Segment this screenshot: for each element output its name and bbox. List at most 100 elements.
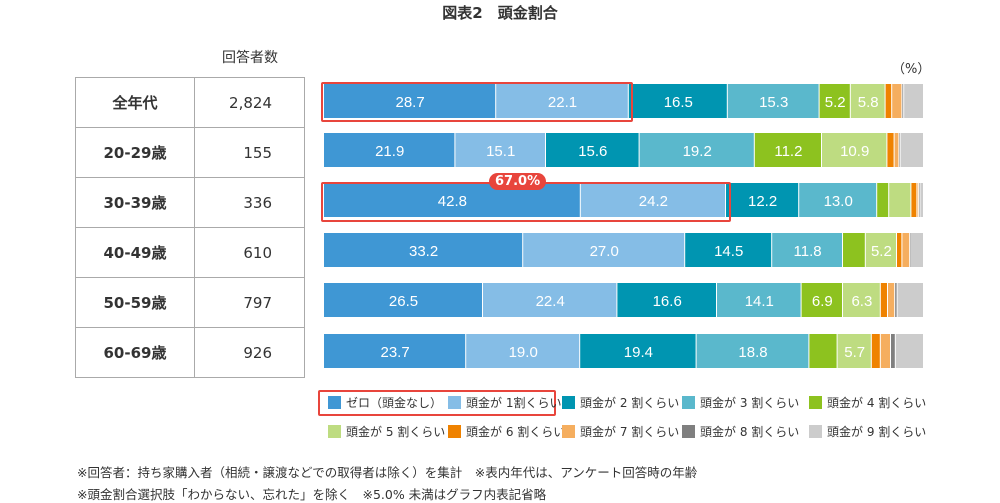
legend-label: 頭金が 4 割くらい <box>827 396 927 410</box>
bar-segment <box>887 133 894 167</box>
bar-segment <box>754 133 821 167</box>
bar-segment <box>455 133 545 167</box>
bar-segment <box>324 283 482 317</box>
bar-segment <box>324 84 496 118</box>
legend-swatch <box>328 425 341 438</box>
highlight-box-all-ages <box>321 82 633 122</box>
bar-segment <box>880 283 887 317</box>
bar-segment <box>843 283 880 317</box>
table-row: 20-29歳 155 <box>75 127 305 178</box>
bar-segment <box>772 233 842 267</box>
bar-segment <box>902 84 904 118</box>
bar-segment <box>483 283 617 317</box>
bar-segment <box>496 84 628 118</box>
respondent-count: 155 <box>194 127 305 178</box>
bar-segment <box>895 283 897 317</box>
data-label: 33.2 <box>409 243 438 260</box>
bar-segment <box>809 334 837 368</box>
legend-item: 頭金が 4 割くらい <box>809 394 926 411</box>
data-label: 15.1 <box>486 143 515 160</box>
data-label: 16.5 <box>664 94 693 111</box>
table-row: 40-49歳 610 <box>75 227 305 278</box>
legend-item: 頭金が 3 割くらい <box>682 394 799 411</box>
legend-swatch <box>809 396 822 409</box>
bar-segment <box>799 183 877 217</box>
legend-label: 頭金が 6 割くらい <box>466 425 566 439</box>
age-group-label: 全年代 <box>75 77 195 128</box>
legend-swatch <box>328 396 341 409</box>
legend-swatch <box>809 425 822 438</box>
data-label: 26.5 <box>389 293 418 310</box>
bar-segment <box>685 233 772 267</box>
table-row: 60-69歳 926 <box>75 327 305 378</box>
data-label: 6.9 <box>812 293 833 310</box>
legend-label: 頭金が 9 割くらい <box>827 425 927 439</box>
legend-item: 頭金が 1割くらい <box>448 394 561 411</box>
bar-segment <box>837 334 871 368</box>
legend-label: 頭金が 3 割くらい <box>700 396 800 410</box>
legend-swatch <box>562 396 575 409</box>
bar-segment <box>628 84 727 118</box>
table-row: 全年代 2,824 <box>75 77 305 128</box>
data-label: 22.4 <box>536 293 565 310</box>
bar-segment <box>919 183 920 217</box>
bar-segment <box>822 133 887 167</box>
bar-segment <box>888 283 895 317</box>
data-label: 21.9 <box>375 143 404 160</box>
legend-item: ゼロ（頭金なし） <box>328 394 442 411</box>
legend-swatch <box>562 425 575 438</box>
data-label: 19.4 <box>624 344 653 361</box>
legend-item: 頭金が 8 割くらい <box>682 423 799 440</box>
data-label: 42.8 <box>438 193 467 210</box>
legend-item: 頭金が 7 割くらい <box>562 423 679 440</box>
bar-segment <box>910 233 911 267</box>
data-label: 23.7 <box>380 344 409 361</box>
bar-segment <box>580 334 696 368</box>
age-group-label: 40-49歳 <box>75 227 195 278</box>
data-label: 15.3 <box>759 94 788 111</box>
data-label: 12.2 <box>748 193 777 210</box>
legend-swatch <box>448 425 461 438</box>
table-row: 30-39歳 336 <box>75 177 305 228</box>
data-label: 28.7 <box>395 94 424 111</box>
respondents-table: 全年代 2,824 20-29歳 155 30-39歳 336 40-49歳 610 50-59… <box>75 77 305 378</box>
unit-label: （%） <box>892 62 931 77</box>
legend-item: 頭金が 9 割くらい <box>809 423 926 440</box>
data-label: 13.0 <box>824 193 853 210</box>
respondents-header: 回答者数 <box>222 50 278 66</box>
data-label: 5.2 <box>825 94 846 111</box>
bar-segment <box>910 233 923 267</box>
data-label: 15.6 <box>578 143 607 160</box>
bar-segment <box>726 183 799 217</box>
legend-label: 頭金が 7 割くらい <box>580 425 680 439</box>
data-label: 14.5 <box>714 243 743 260</box>
highlight-badge: 67.0% <box>489 173 547 190</box>
data-label: 5.2 <box>871 243 892 260</box>
data-label: 18.8 <box>738 344 767 361</box>
bar-segment <box>717 283 801 317</box>
respondent-count: 336 <box>194 177 305 228</box>
data-label: 16.6 <box>653 293 682 310</box>
bar-segment <box>897 283 923 317</box>
legend-label: ゼロ（頭金なし） <box>346 396 443 410</box>
legend-item: 頭金が 2 割くらい <box>562 394 679 411</box>
age-group-label: 30-39歳 <box>75 177 195 228</box>
bar-segment <box>899 133 900 167</box>
data-label: 11.8 <box>794 243 822 260</box>
bar-segment <box>891 334 895 368</box>
data-label: 24.2 <box>639 193 668 210</box>
bar-segment <box>865 233 896 267</box>
data-label: 6.3 <box>851 293 872 310</box>
bar-segment <box>850 84 885 118</box>
legend-label: 頭金が 1割くらい <box>466 396 562 410</box>
bar-segment <box>920 183 923 217</box>
legend-item: 頭金が 6 割くらい <box>448 423 565 440</box>
bar-segment <box>843 233 865 267</box>
bar-segment <box>917 183 919 217</box>
data-label: 27.0 <box>590 243 619 260</box>
bar-segment <box>324 334 466 368</box>
data-label: 19.0 <box>509 344 538 361</box>
bar-segment <box>895 334 923 368</box>
bar-segment <box>523 233 685 267</box>
legend-swatch <box>682 396 695 409</box>
